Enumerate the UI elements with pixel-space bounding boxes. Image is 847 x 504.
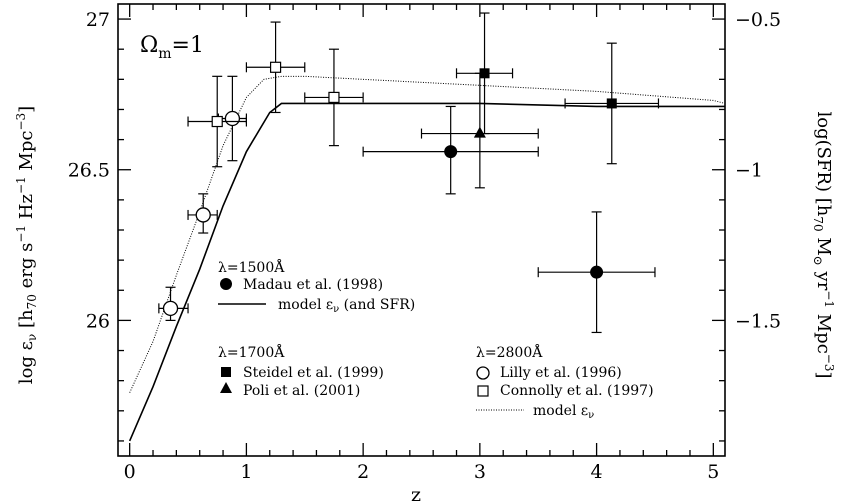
legend-marker-connolly xyxy=(477,385,489,397)
marker-open-square xyxy=(328,91,340,104)
marker-open-circle xyxy=(224,110,241,127)
legend-heading-2800: λ=2800Å xyxy=(476,343,543,361)
x-tick-label: 4 xyxy=(591,461,603,483)
marker-filled-square xyxy=(606,98,617,109)
marker-open-square xyxy=(211,115,223,128)
marker-open-circle xyxy=(162,300,179,316)
legend-label-model-solid: model εν (and SFR) xyxy=(278,297,415,315)
y-axis-label-right: log(SFR) [h70 M⊙ yr−1 Mpc−3] xyxy=(811,111,836,378)
data-point xyxy=(564,42,660,165)
y-tick-label-left: 27 xyxy=(86,9,110,31)
legend-label-connolly: Connolly et al. (1997) xyxy=(500,383,654,399)
legend-marker-poli xyxy=(220,382,232,393)
x-axis-label: z xyxy=(411,484,421,504)
legend-label-poli: Poli et al. (2001) xyxy=(243,383,360,399)
y-tick-label-left: 26 xyxy=(86,310,110,332)
data-point xyxy=(158,286,189,321)
x-tick-label: 3 xyxy=(474,461,486,483)
legend-marker-steidel xyxy=(221,367,231,377)
y-tick-label-left: 26.5 xyxy=(68,160,110,182)
marker-filled-circle xyxy=(444,145,458,159)
data-point xyxy=(187,75,248,168)
model-line-dotted xyxy=(129,75,726,393)
legend-marker-madau xyxy=(220,278,232,290)
x-tick-label: 0 xyxy=(124,461,136,483)
y-tick-label-right: −1 xyxy=(735,160,763,182)
y-axis-label-left: log εν [h70 erg s−1 Hz−1 Mpc−3] xyxy=(14,106,39,384)
marker-filled-circle xyxy=(590,265,604,279)
legend-label-madau: Madau et al. (1998) xyxy=(243,277,383,293)
x-tick-label: 2 xyxy=(357,461,369,483)
ticks: 0 1 2 3 4 5 26 26.5 27 −0.5 −1 −1.5 xyxy=(68,4,781,483)
legend-heading-1500: λ=1500Å xyxy=(218,258,285,276)
y-tick-label-right: −0.5 xyxy=(735,9,781,31)
data-point xyxy=(420,72,539,189)
legend-label-model-dotted: model εν xyxy=(533,403,594,421)
data-point xyxy=(362,105,539,195)
data-point xyxy=(304,48,364,147)
legend-marker-lilly xyxy=(476,366,490,380)
omega-annotation: Ωm=1 xyxy=(140,33,204,62)
legend-heading-1700: λ=1700Å xyxy=(218,343,285,361)
marker-open-square xyxy=(269,61,282,73)
labels: Ωm=1 z log εν [h70 erg s−1 Hz−1 Mpc−3] l… xyxy=(14,33,836,504)
x-tick-label: 1 xyxy=(240,461,252,483)
legend-label-lilly: Lilly et al. (1996) xyxy=(500,365,622,381)
data-point xyxy=(537,211,656,334)
y-tick-label-right: −1.5 xyxy=(735,310,781,332)
data-point xyxy=(187,193,218,234)
data-point xyxy=(245,21,306,114)
marker-open-circle xyxy=(195,207,211,223)
legend: λ=1500Å Madau et al. (1998) model εν (an… xyxy=(218,258,654,421)
data-points xyxy=(158,12,660,334)
marker-filled-triangle xyxy=(473,126,486,138)
x-tick-label: 5 xyxy=(707,461,719,483)
legend-label-steidel: Steidel et al. (1999) xyxy=(243,365,384,381)
